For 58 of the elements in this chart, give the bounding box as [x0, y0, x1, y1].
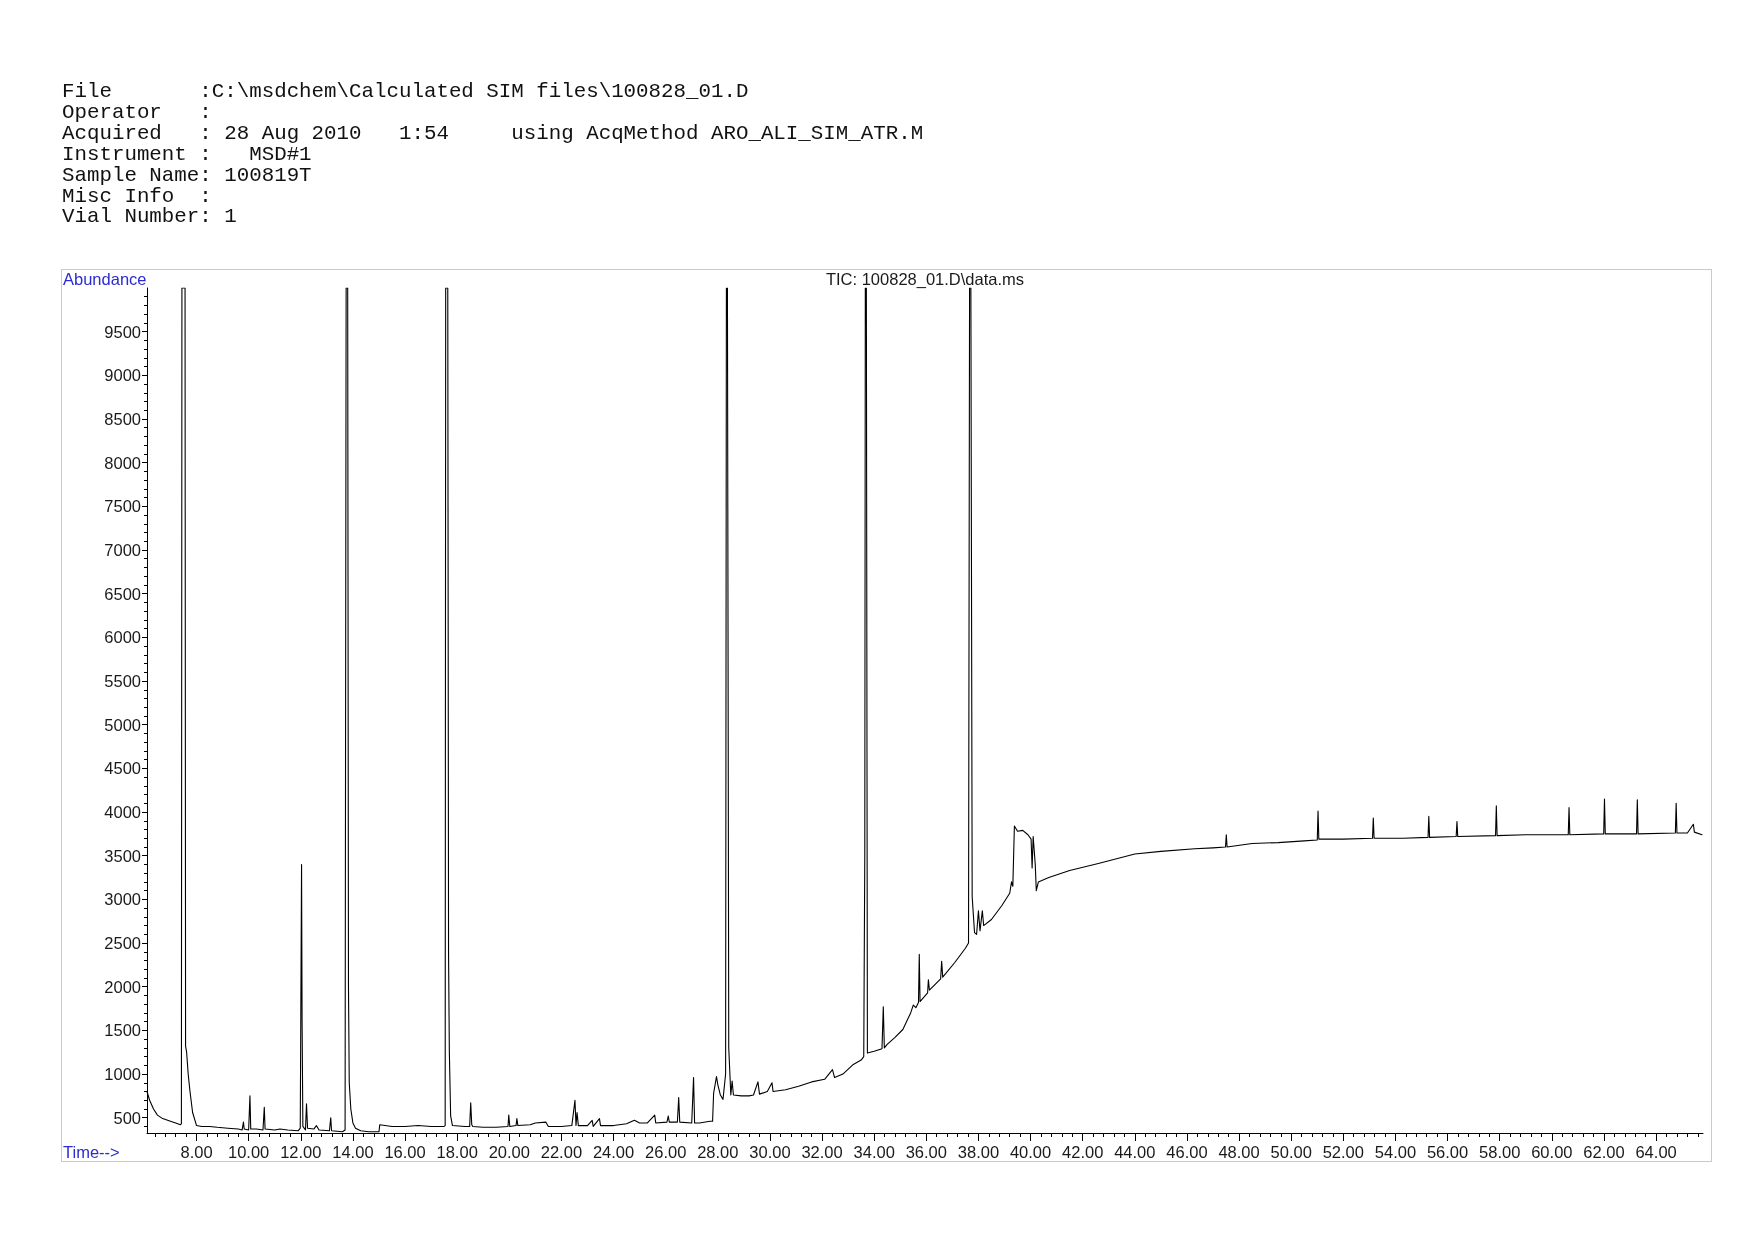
text: Instrument : MSD#1 [62, 142, 313, 166]
y-tick-label: 6500 [104, 584, 141, 603]
x-tick-label: 18.00 [436, 1142, 478, 1161]
text: Operator : [62, 100, 213, 124]
y-tick-label: 4000 [104, 803, 141, 822]
x-tick-label: 34.00 [853, 1142, 895, 1161]
y-tick-label: 3500 [104, 846, 141, 865]
text: Vial Number: 1 [62, 205, 238, 229]
y-axis-title: Abundance [63, 270, 147, 288]
y-tick-label: 8500 [104, 410, 141, 429]
y-tick-label: 2000 [104, 977, 141, 996]
x-tick-label: 42.00 [1062, 1142, 1104, 1161]
x-tick-label: 20.00 [488, 1142, 530, 1161]
y-tick-label: 2500 [104, 934, 141, 953]
chart-title: TIC: 100828_01.D\data.ms [825, 270, 1025, 289]
x-tick-label: 52.00 [1322, 1142, 1364, 1161]
x-tick-label: 44.00 [1114, 1142, 1156, 1161]
x-tick-label: 12.00 [280, 1142, 322, 1161]
x-tick-label: 22.00 [540, 1142, 583, 1161]
y-tick-label: 9500 [104, 322, 141, 341]
text: Misc Info : [62, 184, 213, 208]
x-tick-label: 10.00 [228, 1142, 270, 1161]
y-tick-label: 1000 [104, 1065, 141, 1084]
x-tick-label: 60.00 [1531, 1142, 1573, 1161]
x-tick-label: 32.00 [801, 1142, 843, 1161]
y-tick-label: 5000 [104, 715, 141, 734]
x-tick-label: 38.00 [957, 1142, 1000, 1161]
y-tick-label: 8000 [104, 453, 141, 472]
x-tick-label: 36.00 [905, 1142, 947, 1161]
x-tick-label: 62.00 [1583, 1142, 1625, 1161]
y-tick-label: 500 [113, 1108, 141, 1127]
text: File :C:\msdchem\Calculated SIM files\100828_01.D [62, 80, 750, 103]
y-tick-label: 5500 [104, 672, 141, 691]
y-tick-label: 9000 [104, 366, 141, 385]
x-tick-label: 54.00 [1374, 1142, 1417, 1161]
x-tick-label: 48.00 [1218, 1142, 1260, 1161]
x-axis-title: Time--> [63, 1143, 120, 1161]
x-tick-label: 26.00 [645, 1142, 687, 1161]
x-tick-label: 40.00 [1009, 1142, 1052, 1161]
x-tick-label: 56.00 [1426, 1142, 1469, 1161]
x-tick-label: 24.00 [592, 1142, 635, 1161]
y-tick-label: 3000 [104, 890, 141, 909]
x-tick-label: 30.00 [749, 1142, 791, 1161]
x-tick-label: 46.00 [1166, 1142, 1208, 1161]
text: Sample Name: 100819T [62, 163, 313, 187]
x-tick-label: 14.00 [332, 1142, 374, 1161]
y-tick-label: 4500 [104, 759, 141, 778]
x-tick-label: 28.00 [697, 1142, 739, 1161]
x-tick-label: 50.00 [1270, 1142, 1312, 1161]
x-tick-label: 16.00 [384, 1142, 426, 1161]
y-tick-label: 1500 [104, 1021, 141, 1040]
y-tick-label: 7500 [104, 497, 141, 516]
x-tick-label: 58.00 [1479, 1142, 1521, 1161]
y-tick-label: 6000 [104, 628, 141, 647]
x-tick-label: 8.00 [180, 1142, 213, 1161]
text: Acquired : 28 Aug 2010 1:54 using AcqMethod ARO_ALI_SIM_ATR.M [62, 121, 924, 145]
x-tick-label: 64.00 [1635, 1142, 1677, 1161]
y-tick-label: 7000 [104, 541, 141, 560]
